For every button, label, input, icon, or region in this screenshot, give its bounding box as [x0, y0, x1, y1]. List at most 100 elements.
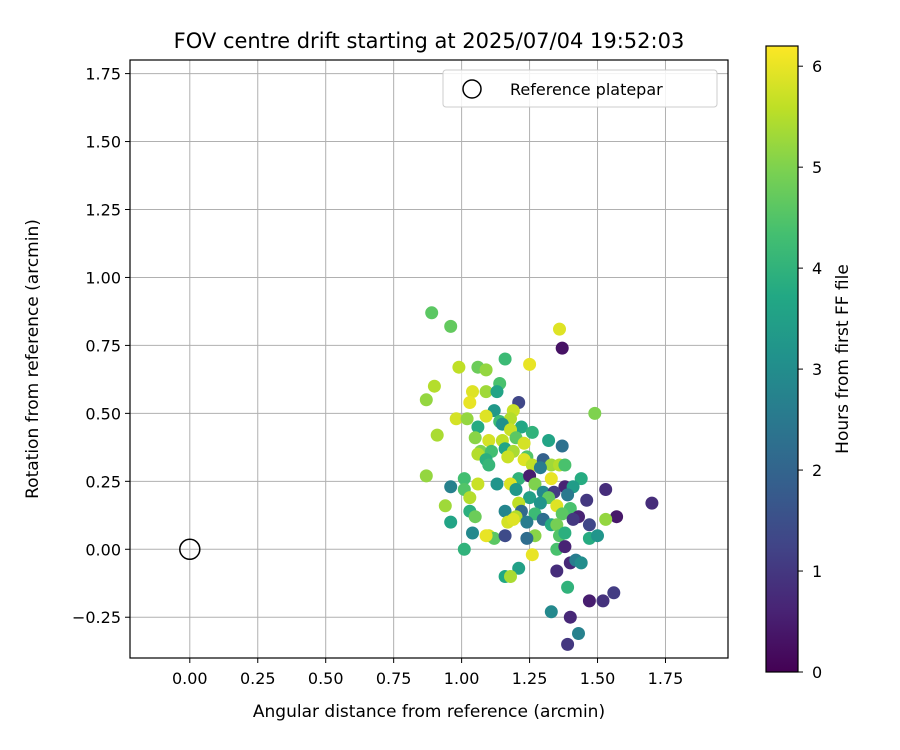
data-point [520, 515, 534, 529]
y-tick-label: 0.50 [85, 404, 121, 423]
x-tick-label: 1.50 [580, 669, 616, 688]
y-tick-label: 0.75 [85, 336, 121, 355]
data-point [558, 526, 572, 540]
data-point [555, 507, 569, 521]
data-point [574, 556, 588, 570]
colorbar-tick-label: 0 [812, 663, 822, 682]
data-point [490, 477, 504, 491]
data-point [520, 531, 534, 545]
data-point [479, 363, 493, 377]
colorbar-tick-label: 2 [812, 461, 822, 480]
data-point [566, 512, 580, 526]
colorbar-gradient [765, 45, 799, 673]
data-point [588, 406, 602, 420]
y-tick-label: 1.00 [85, 268, 121, 287]
data-point [544, 605, 558, 619]
data-point [533, 461, 547, 475]
data-point [482, 458, 496, 472]
data-point [471, 477, 485, 491]
data-point [460, 412, 474, 426]
data-point [599, 483, 613, 496]
y-tick-label: −0.25 [72, 608, 121, 627]
colorbar-tick-label: 4 [812, 259, 822, 278]
data-point [479, 529, 493, 543]
data-point [419, 393, 433, 407]
data-point [498, 504, 512, 518]
y-tick-label: 0.00 [85, 540, 121, 559]
legend-marker-reference [462, 79, 482, 99]
data-point [610, 510, 624, 524]
grid-lines [130, 60, 728, 658]
data-point [490, 385, 504, 399]
data-point [523, 357, 537, 371]
colorbar-ticks: 0 1 2 3 4 5 6 [798, 57, 822, 682]
data-point [645, 496, 659, 510]
data-point [574, 472, 588, 486]
data-point [466, 385, 479, 399]
data-point [501, 450, 515, 464]
data-point [444, 515, 458, 529]
x-tick-label: 0.00 [172, 669, 208, 688]
data-point [550, 518, 564, 532]
data-point [607, 586, 621, 600]
data-point [430, 428, 444, 442]
data-point [582, 594, 596, 608]
data-point [457, 542, 471, 556]
y-tick-label: 1.75 [85, 65, 121, 84]
data-point [438, 499, 452, 513]
colorbar-tick-label: 3 [812, 360, 822, 379]
data-point [517, 436, 531, 450]
colorbar-label: Hours from first FF file [833, 264, 853, 454]
x-tick-label: 0.25 [240, 669, 276, 688]
data-point [471, 420, 485, 434]
data-point [425, 306, 439, 320]
data-point [558, 458, 572, 472]
x-tick-label: 1.25 [512, 669, 548, 688]
data-point [452, 360, 466, 374]
data-points [179, 306, 659, 651]
data-point [457, 472, 471, 486]
x-tick-label: 1.75 [648, 669, 684, 688]
legend-box [442, 69, 718, 108]
data-point [449, 412, 463, 426]
data-point [561, 637, 575, 651]
colorbar: 0 1 2 3 4 5 6 Hours from first FF file [765, 45, 853, 682]
data-point [550, 564, 564, 578]
y-axis-label: Rotation from reference (arcmin) [23, 219, 43, 499]
data-point [555, 341, 569, 355]
y-tick-label: 1.25 [85, 201, 121, 220]
data-point [509, 483, 523, 496]
data-point [525, 548, 539, 562]
data-point [479, 409, 493, 423]
reference-platepar-marker [179, 538, 201, 561]
data-point [599, 512, 613, 526]
x-axis-label: Angular distance from reference (arcmin) [253, 702, 605, 722]
data-point [561, 488, 575, 502]
data-point [525, 425, 539, 439]
data-point [553, 322, 566, 336]
plot-frame [129, 59, 729, 659]
colorbar-tick-label: 5 [812, 158, 822, 177]
data-point [582, 518, 596, 532]
data-point [591, 529, 604, 543]
data-point [427, 379, 441, 393]
data-point [498, 352, 512, 366]
legend: Reference platepar [442, 69, 718, 108]
axis-ticks: 0.00 0.25 0.50 0.75 1.00 1.25 1.50 1.75 −0.25 0.0… [72, 65, 683, 688]
data-point [544, 472, 558, 486]
data-point [482, 434, 496, 447]
colorbar-tick-label: 1 [812, 562, 822, 581]
chart-title: FOV centre drift starting at 2025/07/04 … [174, 29, 685, 53]
data-point [555, 439, 569, 453]
data-point [580, 493, 594, 507]
data-point [468, 431, 482, 445]
data-point [468, 510, 482, 524]
data-point [561, 580, 575, 594]
data-point [542, 434, 556, 447]
data-point [444, 319, 458, 333]
data-point [506, 512, 520, 526]
data-point [504, 570, 517, 583]
x-tick-label: 0.50 [308, 669, 344, 688]
data-point [444, 480, 458, 494]
